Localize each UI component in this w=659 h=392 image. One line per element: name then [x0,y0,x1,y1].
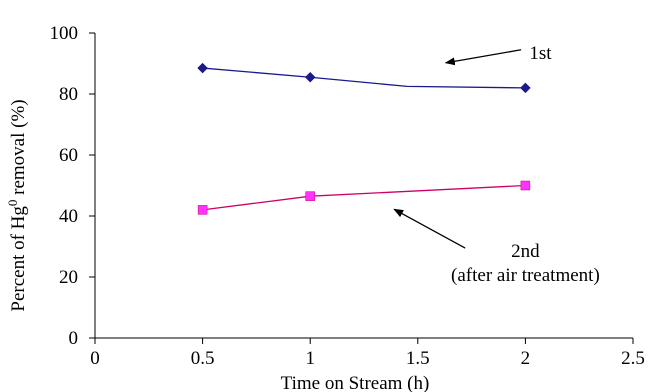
y-tick-label: 40 [59,206,78,227]
x-tick-label: 2.5 [621,348,645,369]
x-tick-label: 1.5 [406,348,430,369]
annotation-label: 1st [529,43,552,64]
series-1-line [202,67,526,89]
series-1-point [520,82,531,94]
series-1-point [304,71,316,83]
series-2-point [520,180,531,191]
annotation-label: 2nd [511,241,540,262]
series-2-point [197,205,208,215]
x-axis-label: Time on Stream (h) [281,373,430,392]
labels-layer: Time on Stream (h) Percent of Hg0 remova… [5,99,429,392]
series-layer [197,62,531,215]
x-tick-label: 2 [521,348,531,369]
y-tick-label: 80 [59,84,78,105]
y-axis-label-superscript: 0 [5,200,20,207]
y-axis-label: Percent of Hg0 removal (%) [5,99,29,311]
annotation-arrow [444,49,522,66]
annotation-layer: 1st 2nd (after air treatment) [393,43,600,286]
y-axis-label-part: removal (%) [8,99,29,199]
x-tick-label: 0.5 [191,348,215,369]
annotation-label: (after air treatment) [451,265,600,286]
y-tick-label: 60 [59,145,78,166]
series-2-line [202,184,526,211]
y-axis-label-part: Percent of Hg [8,206,29,312]
y-tick-label: 0 [69,328,79,349]
annotation-arrow [393,208,466,249]
axes: 0 20 40 60 80 100 0 0.5 1 1.5 2 2.5 [50,23,645,369]
series-1-point [197,62,208,74]
series-2-point [305,191,315,201]
x-tick-label: 0 [90,348,100,369]
y-tick-label: 100 [50,23,79,44]
y-tick-label: 20 [59,267,78,288]
x-tick-label: 1 [305,348,315,369]
